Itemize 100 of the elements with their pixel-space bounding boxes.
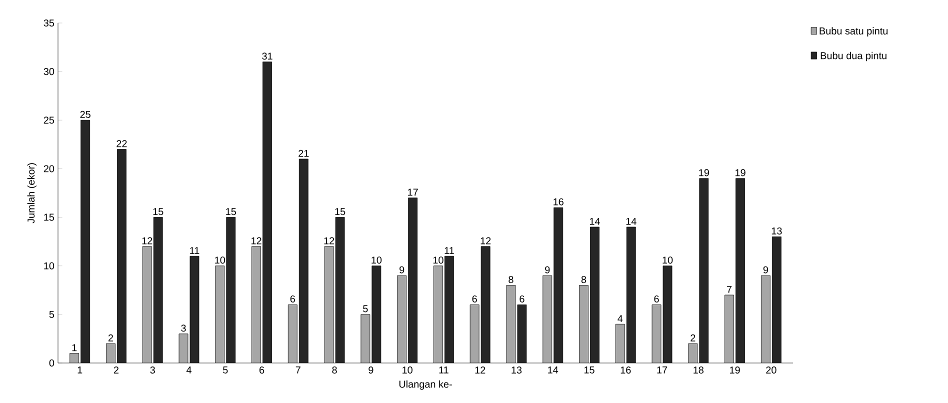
- bar: [554, 208, 563, 363]
- bar: [760, 275, 770, 363]
- data-label: 31: [262, 52, 272, 60]
- x-tick-label: 15: [584, 366, 594, 374]
- data-label: 3: [181, 324, 186, 332]
- data-label: 12: [142, 237, 152, 244]
- bar: [252, 246, 261, 363]
- data-label: 14: [590, 218, 600, 225]
- bar: [215, 266, 224, 363]
- data-label: 7: [727, 286, 732, 293]
- data-label: 9: [763, 266, 768, 274]
- data-label: 12: [324, 237, 334, 244]
- data-label: 6: [654, 295, 659, 303]
- bar: [154, 217, 163, 363]
- y-tick-label: 35: [44, 19, 54, 27]
- bar: [590, 227, 600, 363]
- bar: [226, 217, 236, 363]
- data-label: 2: [690, 334, 696, 342]
- data-label: 19: [699, 169, 709, 176]
- data-label: 12: [480, 237, 491, 244]
- data-label: 6: [520, 295, 524, 303]
- data-label: 9: [545, 266, 550, 274]
- x-tick-label: 8: [332, 366, 337, 374]
- bar: [481, 246, 490, 363]
- data-label: 15: [335, 208, 346, 216]
- x-tick-label: 4: [186, 366, 192, 374]
- bar: [699, 178, 708, 363]
- bar: [688, 344, 698, 363]
- data-label: 15: [226, 208, 236, 216]
- legend-label: Bubu satu pintu: [820, 27, 888, 36]
- bar: [736, 178, 745, 363]
- x-tick-label: 5: [223, 366, 228, 374]
- x-tick-label: 3: [150, 366, 155, 374]
- y-tick-label: 10: [44, 262, 54, 270]
- bar: [434, 266, 443, 363]
- data-label: 10: [372, 256, 382, 264]
- data-label: 8: [581, 276, 586, 284]
- x-tick-label: 11: [439, 366, 448, 374]
- data-label: 1: [72, 344, 77, 352]
- data-label: 10: [215, 256, 226, 264]
- x-tick-label: 13: [512, 366, 522, 374]
- bar: [772, 236, 782, 363]
- bar: [408, 198, 418, 363]
- x-tick-label: 6: [259, 366, 264, 374]
- x-tick-label: 14: [548, 366, 558, 374]
- bar: [299, 159, 308, 363]
- x-tick-label: 2: [114, 366, 118, 374]
- data-label: 25: [80, 110, 90, 118]
- x-tick-label: 20: [766, 366, 776, 374]
- data-label: 14: [626, 218, 636, 225]
- bar: [470, 304, 480, 363]
- y-tick-label: 30: [44, 68, 54, 76]
- y-tick-label: 5: [49, 310, 54, 318]
- x-tick-label: 1: [78, 366, 82, 374]
- bar: [117, 149, 126, 363]
- bar: [444, 256, 454, 363]
- y-tick-label: 25: [44, 116, 54, 124]
- x-tick-label: 10: [402, 366, 412, 374]
- y-tick-label: 15: [44, 214, 54, 221]
- x-tick-label: 17: [657, 366, 668, 374]
- bar: [142, 246, 152, 363]
- bar: [288, 304, 298, 363]
- x-tick-label: 9: [368, 366, 374, 374]
- x-tick-label: 12: [475, 366, 486, 374]
- data-label: 6: [290, 295, 295, 303]
- data-label: 11: [190, 247, 200, 254]
- bar: [626, 227, 636, 363]
- bar: [616, 324, 625, 363]
- legend-label: Bubu dua pintu: [820, 52, 886, 62]
- data-label: 2: [108, 334, 113, 342]
- y-tick-label: 0: [49, 359, 54, 367]
- x-axis-title: Ulangan ke-: [399, 380, 452, 390]
- data-label: 11: [444, 247, 454, 254]
- bar: [579, 285, 588, 363]
- data-label: 17: [408, 188, 418, 196]
- bar: [106, 344, 116, 363]
- data-label: 9: [400, 266, 404, 274]
- data-label: 4: [618, 315, 623, 322]
- bar: [724, 295, 734, 363]
- data-label: 10: [433, 256, 444, 264]
- bar: [80, 120, 90, 363]
- data-label: 13: [772, 227, 782, 235]
- bar: [397, 276, 406, 363]
- data-label: 19: [736, 169, 746, 176]
- data-label: 21: [298, 150, 309, 157]
- data-label: 12: [251, 237, 262, 244]
- x-tick-label: 16: [620, 366, 631, 374]
- data-label: 22: [116, 140, 127, 148]
- bar: [262, 62, 272, 363]
- data-label: 6: [472, 295, 477, 303]
- data-label: 10: [662, 256, 673, 264]
- y-tick-label: 20: [44, 165, 54, 172]
- data-label: 5: [363, 305, 368, 312]
- y-axis-title: Jumlah (ekor): [27, 163, 37, 224]
- data-label: 8: [508, 276, 514, 284]
- bar: [542, 276, 552, 363]
- x-tick-label: 19: [730, 366, 740, 374]
- x-tick-label: 18: [694, 366, 704, 374]
- data-label: 16: [554, 198, 564, 206]
- x-tick-label: 7: [296, 366, 300, 374]
